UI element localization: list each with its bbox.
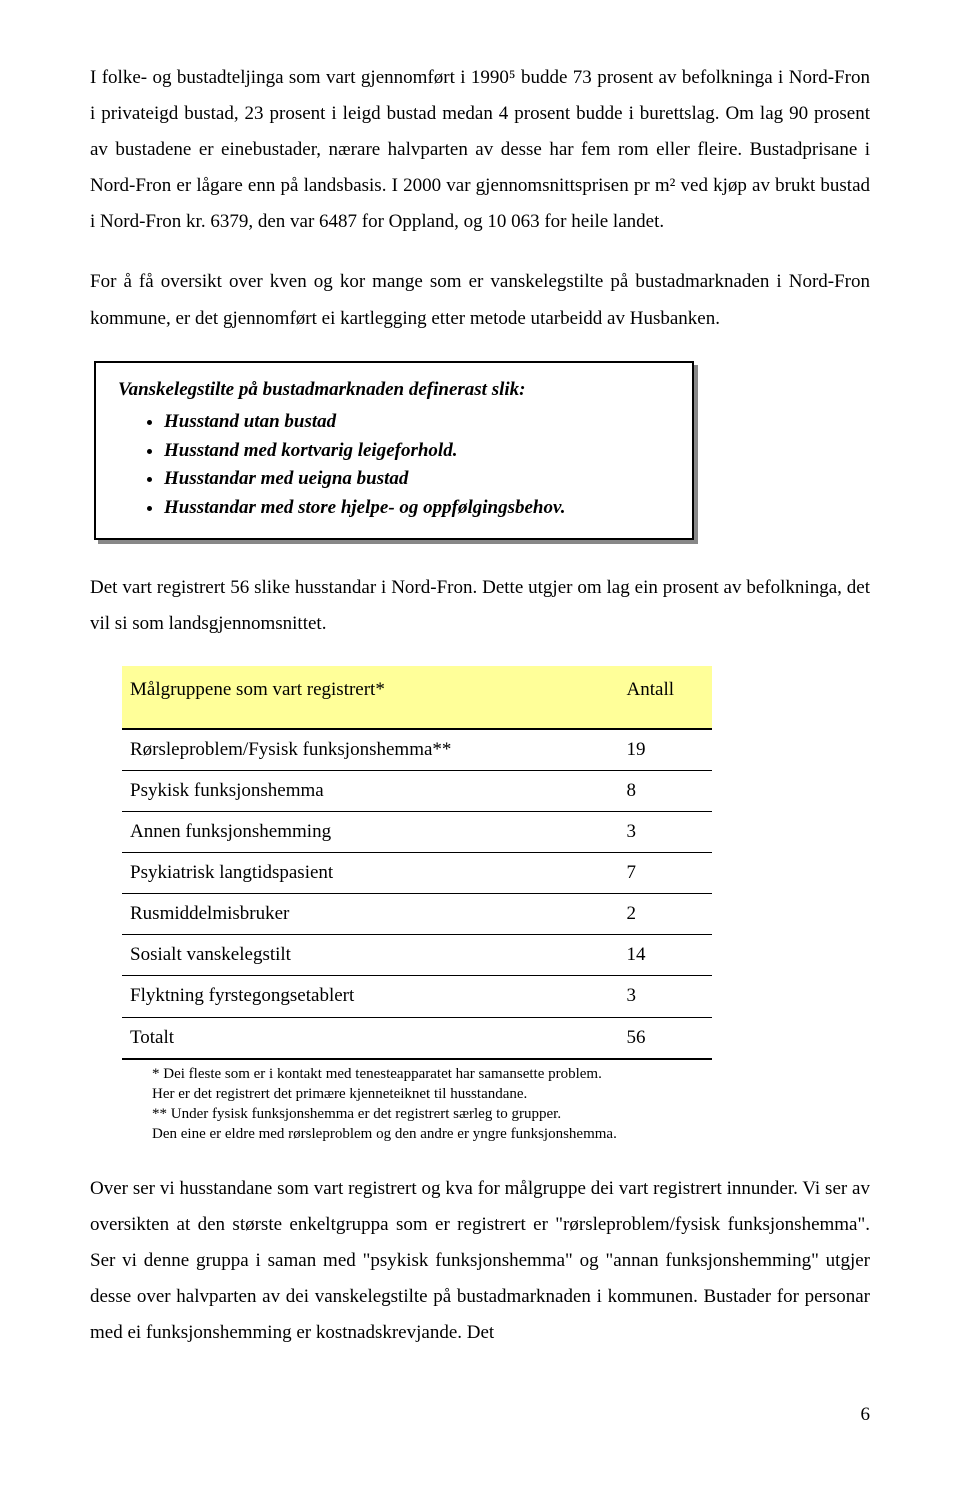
table-cell: 3 — [619, 976, 712, 1017]
table-cell: 7 — [619, 853, 712, 894]
table-row: Rusmiddelmisbruker2 — [122, 894, 712, 935]
table-cell: Rørsleproblem/Fysisk funksjonshemma** — [122, 729, 619, 771]
table-cell: Sosialt vanskelegstilt — [122, 935, 619, 976]
table-row: Annen funksjonshemming3 — [122, 812, 712, 853]
page-number: 6 — [90, 1397, 870, 1433]
table-row: Sosialt vanskelegstilt14 — [122, 935, 712, 976]
table-cell: Rusmiddelmisbruker — [122, 894, 619, 935]
table-cell: Psykisk funksjonshemma — [122, 771, 619, 812]
table-cell: 2 — [619, 894, 712, 935]
table-footnotes: * Dei fleste som er i kontakt med tenest… — [152, 1064, 712, 1145]
table-row: Flyktning fyrstegongsetablert3 — [122, 976, 712, 1017]
table-row: Psykiatrisk langtidspasient7 — [122, 853, 712, 894]
footnote-line: Her er det registrert det primære kjenne… — [152, 1084, 712, 1104]
box-item: Husstand med kortvarig leigeforhold. — [164, 438, 670, 465]
table-cell: Flyktning fyrstegongsetablert — [122, 976, 619, 1017]
box-list: Husstand utan bustad Husstand med kortva… — [118, 409, 670, 521]
footnote-line: Den eine er eldre med rørsleproblem og d… — [152, 1124, 712, 1144]
table-cell: 8 — [619, 771, 712, 812]
groups-table: Målgruppene som vart registrert* Antall … — [122, 666, 712, 1060]
box-title: Vanskelegstilte på bustadmarknaden defin… — [118, 377, 670, 404]
table-row: Totalt56 — [122, 1017, 712, 1059]
box-item: Husstandar med store hjelpe- og oppfølgi… — [164, 495, 670, 522]
table-wrap: Målgruppene som vart registrert* Antall … — [122, 666, 712, 1060]
footnote-line: ** Under fysisk funksjonshemma er det re… — [152, 1104, 712, 1124]
table-cell: 56 — [619, 1017, 712, 1059]
table-cell: 3 — [619, 812, 712, 853]
paragraph-2: For å få oversikt over kven og kor mange… — [90, 264, 870, 336]
box-item: Husstandar med ueigna bustad — [164, 466, 670, 493]
paragraph-1: I folke- og bustadteljinga som vart gjen… — [90, 60, 870, 240]
table-row: Rørsleproblem/Fysisk funksjonshemma**19 — [122, 729, 712, 771]
table-header-cell: Antall — [619, 666, 712, 729]
table-cell: Psykiatrisk langtidspasient — [122, 853, 619, 894]
box-item: Husstand utan bustad — [164, 409, 670, 436]
definition-box: Vanskelegstilte på bustadmarknaden defin… — [94, 361, 694, 540]
table-header-cell: Målgruppene som vart registrert* — [122, 666, 619, 729]
table-cell: Annen funksjonshemming — [122, 812, 619, 853]
table-cell: 14 — [619, 935, 712, 976]
paragraph-3: Det vart registrert 56 slike husstandar … — [90, 570, 870, 642]
paragraph-4: Over ser vi husstandane som vart registr… — [90, 1171, 870, 1351]
table-cell: 19 — [619, 729, 712, 771]
table-cell: Totalt — [122, 1017, 619, 1059]
table-row: Psykisk funksjonshemma8 — [122, 771, 712, 812]
footnote-line: * Dei fleste som er i kontakt med tenest… — [152, 1064, 712, 1084]
